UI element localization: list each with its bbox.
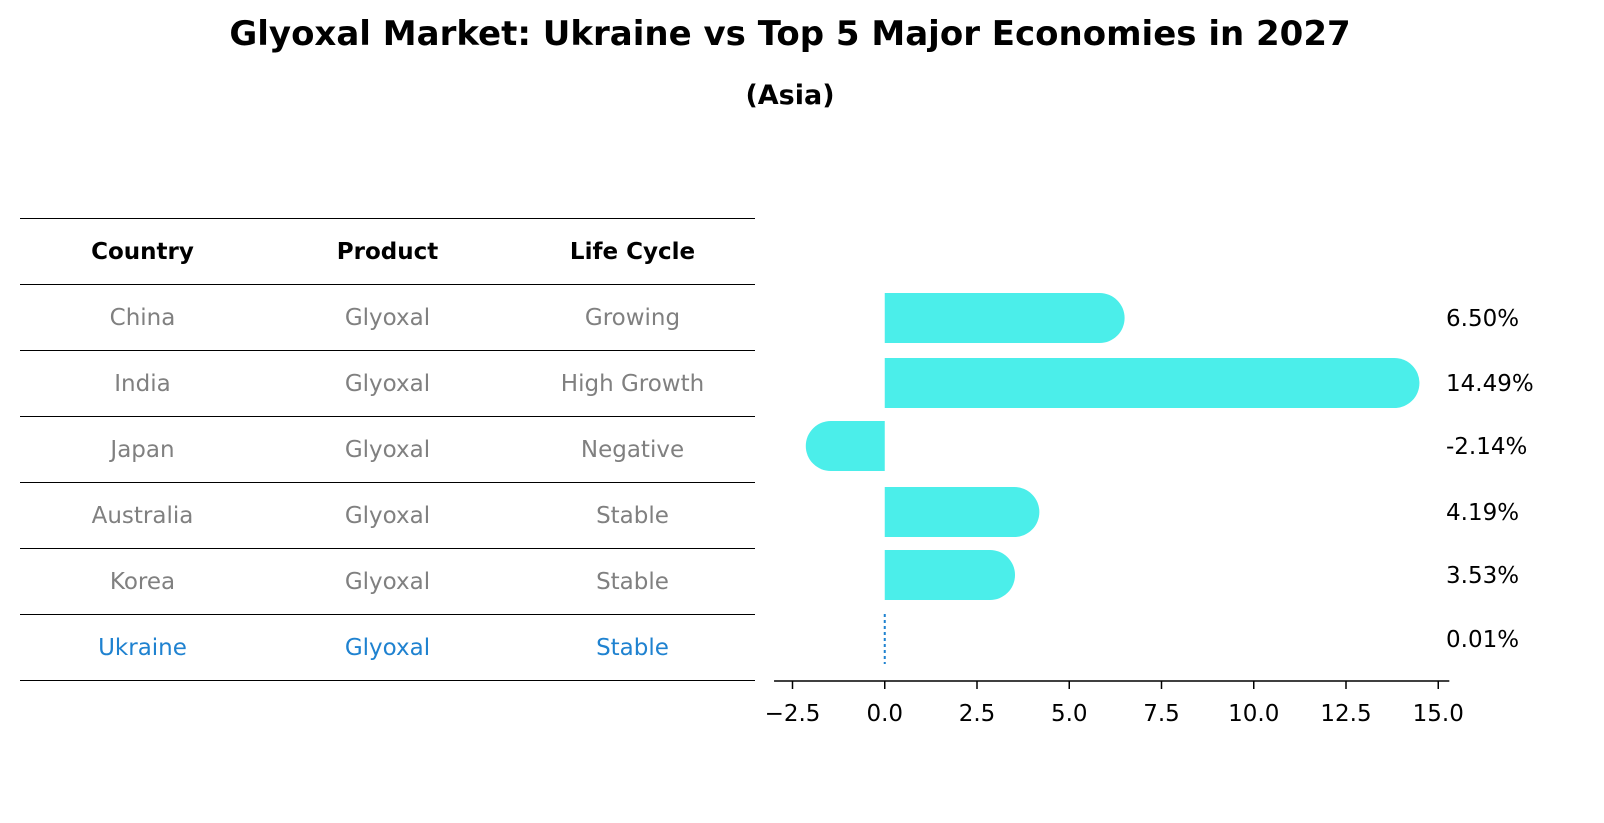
cell-life-cycle: Stable	[596, 502, 669, 529]
x-tick-label: 12.5	[1320, 701, 1371, 727]
cell-life-cycle: Stable	[596, 568, 669, 595]
cell-product: Glyoxal	[344, 568, 431, 595]
x-tick-label: 10.0	[1228, 701, 1279, 727]
cell-product: Glyoxal	[344, 304, 431, 331]
bar-india	[884, 358, 1420, 408]
bar-japan	[805, 421, 885, 471]
cell-country: China	[109, 304, 176, 331]
cell-life-cycle: Stable	[596, 634, 669, 661]
table-row: Japan Glyoxal Negative	[20, 416, 755, 482]
header-country: Country	[91, 238, 194, 265]
cell-country: India	[114, 370, 171, 397]
table-row: Korea Glyoxal Stable	[20, 548, 755, 614]
x-tick-label: 2.5	[959, 701, 996, 727]
value-label-china: 6.50%	[1446, 306, 1519, 332]
table-row: China Glyoxal Growing	[20, 284, 755, 350]
cell-life-cycle: High Growth	[560, 370, 705, 397]
x-tick-label: 5.0	[1051, 701, 1088, 727]
cell-life-cycle: Growing	[584, 304, 681, 331]
bar-korea	[884, 550, 1016, 600]
data-table: Country Product Life Cycle China Glyoxal…	[20, 218, 755, 681]
header-product: Product	[336, 238, 439, 265]
cell-product: Glyoxal	[344, 502, 431, 529]
table-header-row: Country Product Life Cycle	[20, 218, 755, 284]
value-label-korea: 3.53%	[1446, 563, 1519, 589]
cell-country: Ukraine	[98, 634, 187, 661]
cell-country: Australia	[91, 502, 194, 529]
value-label-australia: 4.19%	[1446, 500, 1519, 526]
bar-china	[884, 293, 1125, 343]
cell-product: Glyoxal	[344, 634, 431, 661]
table-row-highlighted: Ukraine Glyoxal Stable	[20, 614, 755, 681]
header-life-cycle: Life Cycle	[569, 238, 696, 265]
cell-product: Glyoxal	[344, 370, 431, 397]
bar-australia	[884, 487, 1040, 537]
cell-country: Korea	[109, 568, 176, 595]
x-tick-label: 7.5	[1143, 701, 1180, 727]
cell-product: Glyoxal	[344, 436, 431, 463]
value-label-japan: -2.14%	[1446, 434, 1527, 460]
table-row: India Glyoxal High Growth	[20, 350, 755, 416]
x-tick-label: 0.0	[866, 701, 903, 727]
x-tick-label: −2.5	[765, 701, 821, 727]
value-label-ukraine: 0.01%	[1446, 627, 1519, 653]
chart-subtitle: (Asia)	[745, 80, 835, 111]
value-label-india: 14.49%	[1446, 371, 1534, 397]
cell-country: Japan	[110, 436, 175, 463]
table-row: Australia Glyoxal Stable	[20, 482, 755, 548]
x-tick-label: 15.0	[1413, 701, 1464, 727]
cell-life-cycle: Negative	[580, 436, 685, 463]
chart-title: Glyoxal Market: Ukraine vs Top 5 Major E…	[229, 14, 1351, 54]
